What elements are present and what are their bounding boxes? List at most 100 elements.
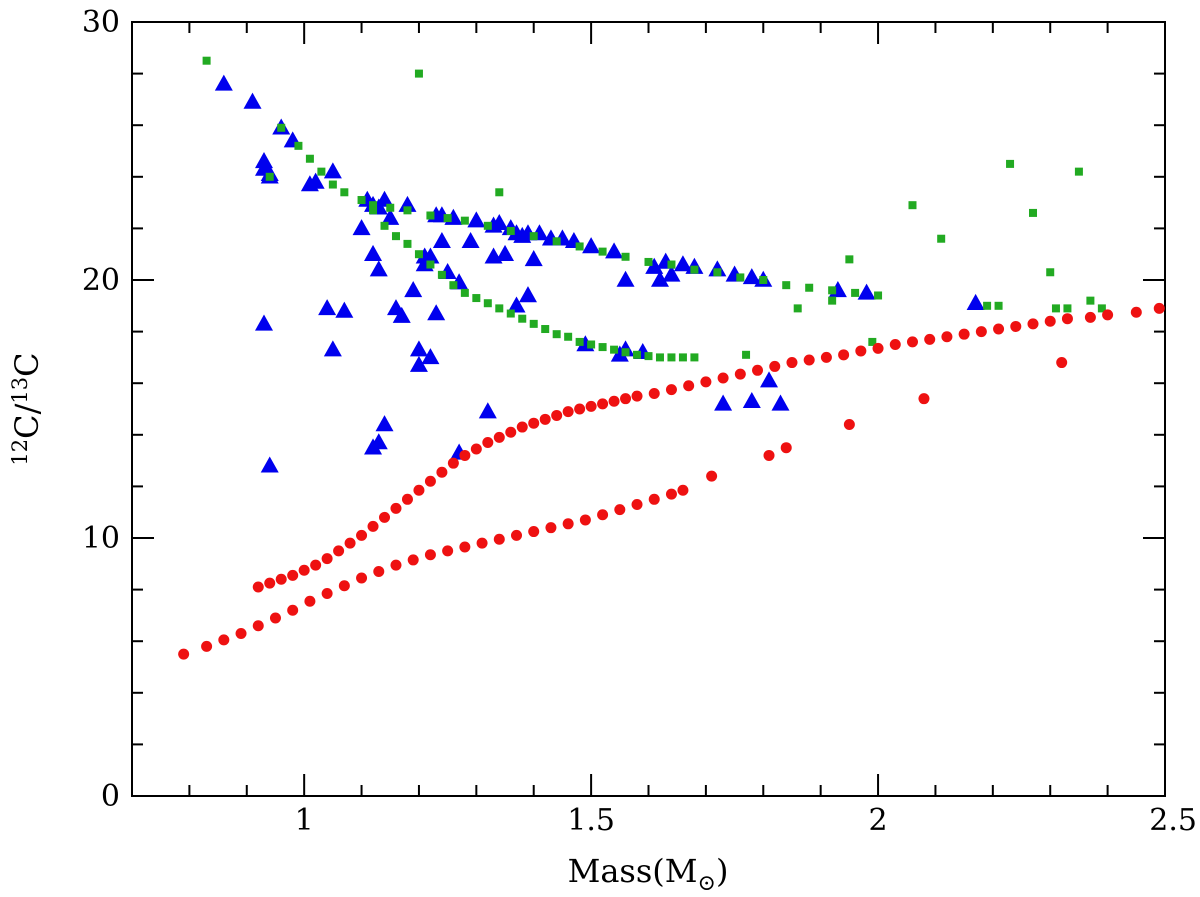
data-point-circle bbox=[459, 541, 471, 553]
data-point-circle bbox=[287, 604, 299, 616]
data-point-square bbox=[667, 353, 676, 362]
data-point-square bbox=[472, 294, 481, 303]
data-point-square bbox=[828, 286, 837, 295]
data-point-square bbox=[437, 270, 446, 279]
data-point-circle bbox=[889, 339, 901, 350]
data-point-triangle bbox=[214, 74, 233, 91]
data-point-circle bbox=[470, 443, 482, 455]
series-scattered-red-points bbox=[763, 357, 1068, 461]
data-point-circle bbox=[321, 553, 333, 565]
data-point-square bbox=[782, 281, 791, 290]
data-point-square bbox=[1046, 268, 1055, 277]
data-point-circle bbox=[528, 417, 540, 429]
data-point-circle bbox=[683, 380, 695, 392]
data-point-circle bbox=[665, 384, 677, 396]
data-point-circle bbox=[648, 493, 660, 505]
data-point-triangle bbox=[467, 211, 486, 228]
data-point-square bbox=[328, 180, 337, 189]
data-point-square bbox=[380, 221, 389, 230]
data-point-square bbox=[1051, 304, 1060, 313]
data-point-square bbox=[610, 345, 619, 354]
data-point-triangle bbox=[490, 213, 509, 230]
data-point-square bbox=[667, 260, 676, 269]
data-point-square bbox=[506, 226, 515, 235]
data-point-square bbox=[598, 343, 607, 352]
data-point-triangle bbox=[714, 394, 733, 411]
data-point-circle bbox=[1061, 313, 1073, 325]
data-point-circle bbox=[493, 431, 505, 443]
data-point-square bbox=[403, 206, 412, 215]
data-point-circle bbox=[608, 395, 620, 407]
data-point-circle bbox=[264, 577, 276, 589]
data-point-circle bbox=[356, 572, 368, 584]
data-point-circle bbox=[252, 620, 264, 632]
data-point-triangle bbox=[742, 391, 761, 409]
data-point-circle bbox=[786, 357, 798, 369]
data-point-circle bbox=[390, 559, 402, 571]
data-point-triangle bbox=[478, 402, 497, 419]
data-point-square bbox=[983, 301, 992, 310]
data-point-triangle bbox=[306, 172, 325, 189]
data-point-square bbox=[644, 352, 653, 361]
data-point-square bbox=[1086, 296, 1095, 305]
data-point-triangle bbox=[742, 268, 761, 285]
data-point-circle bbox=[528, 526, 540, 538]
data-point-square bbox=[277, 123, 286, 132]
data-point-triangle bbox=[398, 195, 417, 212]
data-point-circle bbox=[1044, 315, 1056, 327]
data-point-square bbox=[1029, 208, 1038, 217]
data-point-square bbox=[644, 257, 653, 266]
data-point-circle bbox=[442, 545, 454, 557]
data-point-triangle bbox=[392, 306, 411, 323]
data-point-triangle bbox=[409, 355, 428, 372]
axis-ticks bbox=[131, 21, 1166, 797]
data-point-triangle bbox=[409, 340, 428, 357]
data-point-triangle bbox=[243, 92, 262, 109]
data-point-circle bbox=[631, 498, 643, 510]
data-point-square bbox=[845, 255, 854, 264]
data-point-triangle bbox=[421, 348, 440, 365]
data-point-square bbox=[443, 214, 452, 223]
data-point-square bbox=[357, 196, 366, 205]
data-point-square bbox=[391, 232, 400, 241]
data-point-square bbox=[587, 340, 596, 349]
data-point-square bbox=[369, 201, 378, 210]
data-point-circle bbox=[924, 333, 936, 345]
data-point-triangle bbox=[616, 270, 635, 287]
data-point-circle bbox=[516, 421, 528, 433]
series-blue-triangles bbox=[214, 74, 985, 473]
data-point-square bbox=[575, 337, 584, 346]
data-point-circle bbox=[459, 449, 471, 461]
data-point-triangle bbox=[369, 260, 388, 277]
data-point-square bbox=[874, 291, 883, 300]
data-point-triangle bbox=[421, 247, 440, 264]
data-point-circle bbox=[321, 587, 333, 599]
data-point-circle bbox=[1056, 357, 1068, 369]
data-point-circle bbox=[958, 328, 970, 340]
data-point-square bbox=[678, 353, 687, 362]
data-point-triangle bbox=[524, 250, 543, 267]
series-upper-red-curve bbox=[252, 302, 1165, 593]
data-point-square bbox=[690, 265, 699, 274]
data-point-square bbox=[449, 281, 458, 290]
data-point-circle bbox=[780, 442, 792, 454]
data-point-circle bbox=[620, 393, 632, 405]
data-points bbox=[178, 56, 1165, 660]
data-point-triangle bbox=[427, 304, 446, 321]
tick-labels: 1 1.5 2 2.5 0 10 20 30 bbox=[82, 5, 1197, 838]
data-point-triangle bbox=[645, 257, 664, 274]
data-point-circle bbox=[993, 323, 1005, 335]
data-point-triangle bbox=[375, 415, 394, 432]
data-point-circle bbox=[333, 545, 345, 557]
data-point-circle bbox=[574, 403, 586, 415]
data-point-triangle bbox=[318, 299, 337, 316]
data-point-square bbox=[506, 309, 515, 318]
data-point-circle bbox=[648, 388, 660, 400]
data-point-square bbox=[460, 288, 469, 297]
data-point-square bbox=[575, 242, 584, 251]
data-point-square bbox=[518, 314, 527, 323]
data-point-triangle bbox=[369, 433, 388, 450]
data-point-circle bbox=[700, 376, 712, 388]
data-point-circle bbox=[838, 349, 850, 361]
data-point-triangle bbox=[518, 286, 537, 303]
